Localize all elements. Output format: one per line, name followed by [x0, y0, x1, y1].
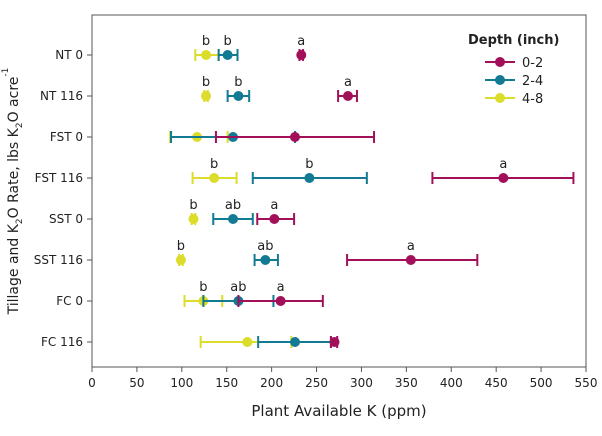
data-point: [228, 214, 239, 224]
significance-letter: ab: [225, 198, 241, 213]
x-tick-label: 300: [350, 376, 373, 390]
x-tick-label: 550: [575, 376, 598, 390]
legend-label: 4-8: [522, 92, 543, 107]
significance-letter: b: [189, 198, 197, 213]
data-point: [209, 173, 220, 183]
x-tick-label: 100: [170, 376, 193, 390]
y-tick-label: SST 116: [34, 253, 83, 267]
legend-label: 2-4: [522, 74, 543, 89]
y-tick-label: FST 0: [50, 130, 83, 144]
data-point: [222, 50, 233, 60]
significance-letter: b: [202, 75, 210, 90]
y-axis-label-part: 2: [15, 218, 25, 224]
significance-letter: a: [344, 75, 352, 90]
x-tick-label: 350: [395, 376, 418, 390]
legend: Depth (inch) 0-2 2-4 4-8: [468, 33, 559, 107]
significance-letter: b: [223, 34, 231, 49]
legend-marker: [495, 75, 505, 85]
data-point: [498, 173, 509, 183]
significance-letter: b: [177, 239, 185, 254]
significance-letter: b: [234, 75, 242, 90]
legend-marker: [495, 57, 505, 67]
y-tick-label: FC 116: [41, 335, 83, 349]
significance-letter: a: [277, 280, 285, 295]
y-axis-label-part: O Rate, lbs K: [6, 127, 22, 218]
data-point: [342, 91, 353, 101]
data-point: [405, 255, 416, 265]
data-point: [201, 91, 212, 101]
significance-letter: ab: [257, 239, 273, 254]
y-tick-label: FST 116: [35, 171, 83, 185]
significance-letter: b: [210, 157, 218, 172]
data-point: [233, 91, 244, 101]
significance-letter: a: [270, 198, 278, 213]
data-point: [269, 214, 280, 224]
x-tick-label: 150: [215, 376, 238, 390]
significance-letter: ab: [230, 280, 246, 295]
significance-letter: b: [199, 280, 207, 295]
x-tick-label: 0: [88, 376, 96, 390]
data-point: [304, 173, 315, 183]
x-tick-label: 450: [485, 376, 508, 390]
x-tick-label: 250: [305, 376, 328, 390]
data-point: [260, 255, 271, 265]
significance-letter: b: [202, 34, 210, 49]
data-point: [242, 337, 253, 347]
data-point: [275, 296, 286, 306]
significance-letter: a: [499, 157, 507, 172]
data-point: [329, 337, 340, 347]
data-point: [188, 214, 199, 224]
legend-label: 0-2: [522, 56, 543, 71]
x-tick-label: 500: [530, 376, 553, 390]
data-point: [201, 50, 212, 60]
legend-title: Depth (inch): [468, 33, 559, 48]
y-tick-label: SST 0: [49, 212, 83, 226]
y-axis-label: Tillage and K2O Rate, lbs K2O acre-1: [1, 68, 25, 316]
y-axis-label-part: O acre: [6, 77, 22, 123]
x-tick-label: 400: [440, 376, 463, 390]
data-point: [289, 132, 300, 142]
x-axis-label: Plant Available K (ppm): [251, 402, 426, 420]
y-axis-label-part: 2: [15, 122, 25, 128]
legend-marker: [495, 93, 505, 103]
x-tick-label: 50: [129, 376, 144, 390]
significance-letter: a: [407, 239, 415, 254]
plot-frame: [91, 14, 587, 368]
significance-letter: a: [297, 34, 305, 49]
data-point: [289, 337, 300, 347]
x-tick-label: 200: [260, 376, 283, 390]
y-axis-label-part: Tillage and K: [6, 223, 22, 315]
data-point: [175, 255, 186, 265]
y-tick-label: FC 0: [56, 294, 83, 308]
y-tick-label: NT 0: [55, 48, 83, 62]
y-tick-label: NT 116: [40, 89, 83, 103]
data-point: [296, 50, 307, 60]
y-axis-label-part: -1: [1, 68, 11, 77]
significance-letter: b: [305, 157, 313, 172]
